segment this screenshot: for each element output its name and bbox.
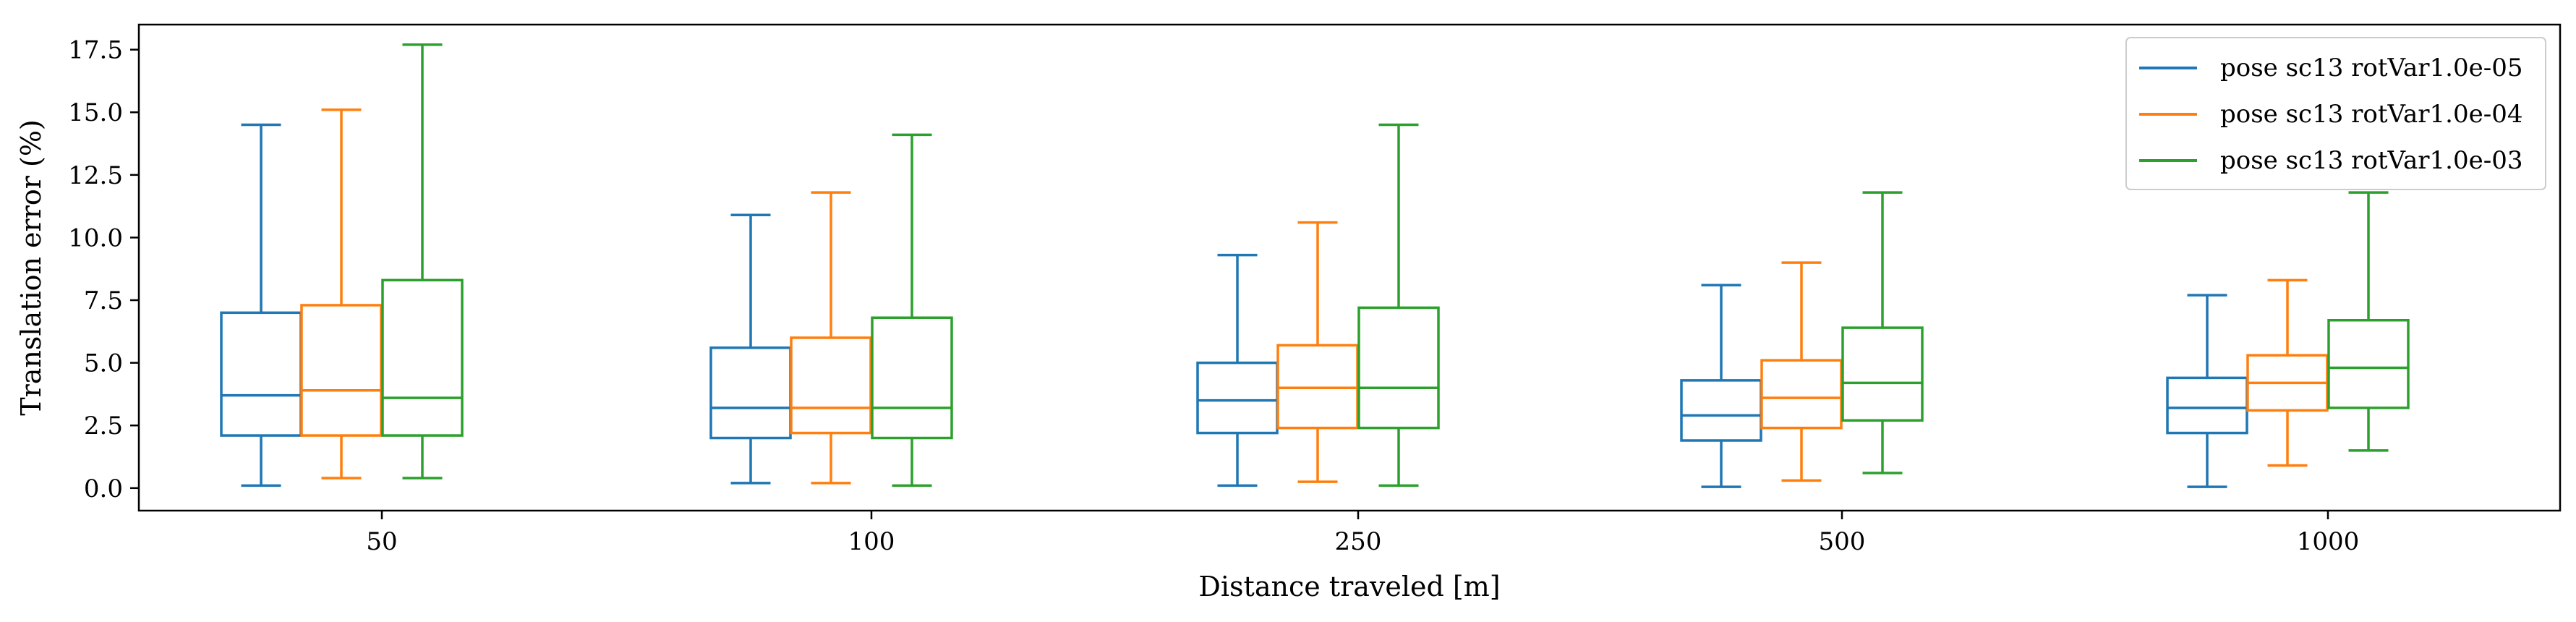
y-tick-label: 7.5	[84, 286, 123, 315]
x-tick-label: 1000	[2297, 527, 2360, 556]
x-tick-label: 250	[1335, 527, 1382, 556]
y-tick-label: 5.0	[84, 349, 123, 378]
x-tick-label: 50	[366, 527, 397, 556]
box-50-series-3	[381, 43, 464, 480]
box-body	[381, 278, 464, 437]
box-250-series-1	[1196, 253, 1279, 487]
y-tick-label: 2.5	[84, 412, 123, 440]
box-body	[220, 311, 302, 437]
box-body	[1357, 306, 1440, 430]
box-100-series-1	[709, 213, 792, 485]
box-50-series-2	[300, 108, 383, 480]
box-body	[790, 336, 872, 435]
box-body	[1680, 379, 1762, 442]
y-tick-label: 10.0	[68, 223, 123, 252]
box-body	[871, 316, 953, 440]
box-50-series-1	[220, 123, 302, 487]
legend-label: pose sc13 rotVar1.0e-05	[2220, 54, 2522, 82]
y-axis-label: Translation error (%)	[15, 119, 47, 416]
y-tick-label: 15.0	[68, 98, 123, 127]
box-250-series-2	[1276, 221, 1359, 483]
box-100-series-3	[871, 133, 953, 487]
box-1000-series-2	[2246, 278, 2329, 467]
box-body	[709, 346, 792, 440]
y-tick-label: 12.5	[68, 161, 123, 190]
box-body	[2327, 318, 2410, 409]
box-250-series-3	[1357, 123, 1440, 487]
legend-frame	[2125, 37, 2546, 190]
x-axis-label: Distance traveled [m]	[1198, 571, 1500, 602]
box-1000-series-1	[2166, 294, 2248, 488]
box-500-series-2	[1760, 261, 1843, 482]
box-body	[1841, 326, 1924, 422]
box-1000-series-3	[2327, 191, 2410, 452]
x-tick-label: 100	[848, 527, 895, 556]
box-body	[1760, 359, 1843, 430]
legend-label: pose sc13 rotVar1.0e-04	[2220, 100, 2522, 129]
y-tick-label: 17.5	[68, 36, 123, 65]
box-body	[1196, 361, 1279, 435]
y-tick-label: 0.0	[84, 474, 123, 503]
box-body	[300, 304, 383, 437]
box-500-series-1	[1680, 284, 1762, 488]
box-100-series-2	[790, 191, 872, 485]
box-body	[2166, 376, 2248, 435]
legend: pose sc13 rotVar1.0e-05 pose sc13 rotVar1…	[2125, 37, 2546, 190]
x-tick-label: 500	[1819, 527, 1866, 556]
plot-frame	[137, 23, 2562, 512]
legend-label: pose sc13 rotVar1.0e-03	[2220, 146, 2522, 175]
box-500-series-3	[1841, 191, 1924, 474]
